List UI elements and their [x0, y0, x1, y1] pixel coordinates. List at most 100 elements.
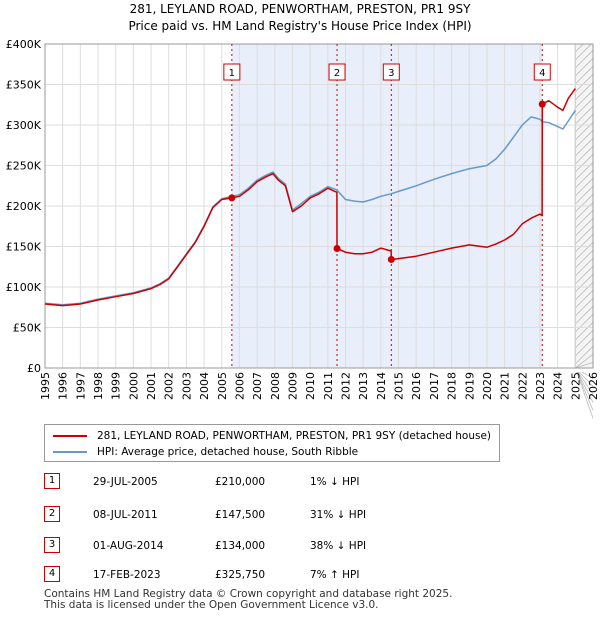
- attribution-footer: Contains HM Land Registry data © Crown c…: [44, 589, 452, 611]
- forecast-hatch-line: [575, 130, 594, 149]
- price-chart: 281, LEYLAND ROAD, PENWORTHAM, PRESTON, …: [6, 0, 600, 419]
- table-row: 4 17-FEB-2023 £325,750 7% ↑ HPI: [44, 565, 424, 585]
- y-tick-label: £400K: [6, 38, 42, 51]
- sale-price: £147,500: [215, 509, 266, 521]
- sale-marker-box: [533, 63, 551, 81]
- sale-marker-label: 1: [229, 68, 235, 79]
- forecast-hatch-line: [575, 194, 594, 213]
- forecast-hatch-line: [575, 361, 594, 369]
- sale-date: 29-JUL-2005: [93, 476, 158, 488]
- forecast-hatch-line: [575, 106, 594, 125]
- x-tick-label: 2006: [233, 372, 246, 400]
- forecast-hatch-line: [575, 82, 594, 101]
- hatch-mask-bottom: [574, 368, 600, 372]
- hatch-mask-top: [574, 0, 600, 44]
- forecast-hatch-line: [575, 346, 594, 365]
- sale-hpi-diff: 7% ↑ HPI: [310, 569, 360, 581]
- x-tick-label: 2008: [269, 372, 282, 400]
- forecast-hatch-line: [575, 234, 594, 253]
- x-tick-label: 1998: [92, 372, 105, 400]
- x-tick-label: 2001: [145, 372, 158, 400]
- x-tick-label: 2012: [340, 372, 353, 400]
- sale-price: £210,000: [215, 476, 266, 488]
- forecast-hatch-line: [575, 282, 594, 301]
- y-tick-label: £300K: [6, 119, 42, 132]
- plot-frame: [44, 43, 594, 369]
- forecast-hatch-line: [575, 218, 594, 237]
- x-tick-label: 2013: [357, 372, 370, 400]
- sale-hpi-diff: 38% ↓ HPI: [310, 540, 367, 552]
- forecast-hatch-line: [575, 186, 594, 205]
- forecast-hatch-line: [575, 202, 594, 221]
- chart-subtitle: Price paid vs. HM Land Registry's House …: [128, 19, 471, 33]
- sale-number-badge: 3: [44, 537, 60, 553]
- sale-point: [333, 245, 341, 253]
- forecast-hatch-line: [575, 306, 594, 325]
- sale-price: £134,000: [215, 540, 266, 552]
- sale-price: £325,750: [215, 569, 266, 581]
- forecast-hatch-line: [574, 367, 594, 403]
- legend-item-hpi: HPI: Average price, detached house, Sout…: [53, 444, 358, 460]
- forecast-hatch-line: [575, 266, 594, 285]
- x-tick-label: 2024: [552, 372, 565, 400]
- y-tick-label: £0: [27, 362, 41, 375]
- legend-item-property: 281, LEYLAND ROAD, PENWORTHAM, PRESTON, …: [53, 428, 491, 444]
- chart-title: 281, LEYLAND ROAD, PENWORTHAM, PRESTON, …: [130, 2, 472, 16]
- x-tick-label: 1996: [57, 372, 70, 400]
- sale-marker-label: 4: [539, 68, 545, 79]
- legend-label-property: 281, LEYLAND ROAD, PENWORTHAM, PRESTON, …: [97, 430, 492, 442]
- sale-marker-box: [328, 63, 346, 81]
- x-tick-label: 2021: [499, 372, 512, 400]
- sale-date: 08-JUL-2011: [93, 509, 158, 521]
- x-tick-label: 2009: [286, 372, 299, 400]
- forecast-hatch-line: [575, 98, 594, 117]
- x-tick-label: 2022: [516, 372, 529, 400]
- sale-marker-label: 3: [388, 68, 394, 79]
- sale-number-badge: 2: [44, 506, 60, 522]
- sale-hpi-diff: 31% ↓ HPI: [310, 509, 367, 521]
- y-tick-label: £150K: [6, 241, 42, 254]
- forecast-hatch-line: [575, 138, 594, 157]
- forecast-hatch-line: [575, 354, 594, 369]
- forecast-hatch-line: [575, 322, 594, 341]
- forecast-hatch-line: [575, 66, 594, 85]
- forecast-hatch-line: [574, 367, 594, 395]
- x-tick-label: 2002: [163, 372, 176, 400]
- table-row: 1 29-JUL-2005 £210,000 1% ↓ HPI: [44, 472, 424, 492]
- forecast-hatch-line: [575, 226, 594, 245]
- x-tick-label: 1997: [74, 372, 87, 400]
- x-tick-label: 2011: [322, 372, 335, 400]
- forecast-hatch-line: [575, 114, 594, 133]
- x-tick-label: 2026: [587, 372, 600, 400]
- forecast-hatch-line: [575, 178, 594, 197]
- forecast-hatch-line: [575, 146, 594, 165]
- forecast-hatch-line: [574, 367, 594, 419]
- forecast-hatch-line: [575, 314, 594, 333]
- forecast-hatch-line: [575, 290, 594, 309]
- x-tick-label: 2014: [375, 372, 388, 400]
- x-tick-label: 2016: [410, 372, 423, 400]
- x-tick-label: 2004: [198, 372, 211, 400]
- x-tick-label: 2005: [216, 372, 229, 400]
- x-tick-label: 1999: [110, 372, 123, 400]
- x-tick-label: 2015: [393, 372, 406, 400]
- sale-marker-label: 2: [334, 68, 340, 79]
- legend-swatch-hpi: [53, 451, 87, 453]
- chart-legend: 281, LEYLAND ROAD, PENWORTHAM, PRESTON, …: [44, 424, 500, 462]
- forecast-hatch-line: [575, 258, 594, 277]
- sale-date: 17-FEB-2023: [93, 569, 161, 581]
- sale-number-badge: 1: [44, 473, 60, 489]
- x-tick-label: 1995: [39, 372, 52, 400]
- x-tick-label: 2019: [463, 372, 476, 400]
- forecast-hatch-line: [574, 367, 594, 411]
- forecast-hatch-line: [575, 154, 594, 173]
- x-tick-label: 2025: [569, 372, 582, 400]
- x-tick-label: 2000: [127, 372, 140, 400]
- sale-point: [387, 255, 395, 263]
- footer-line-1: Contains HM Land Registry data © Crown c…: [44, 588, 453, 600]
- sale-number-badge: 4: [44, 566, 60, 582]
- forecast-hatch-line: [575, 210, 594, 229]
- forecast-hatch-line: [575, 90, 594, 109]
- x-tick-label: 2010: [304, 372, 317, 400]
- forecast-hatch-line: [575, 298, 594, 317]
